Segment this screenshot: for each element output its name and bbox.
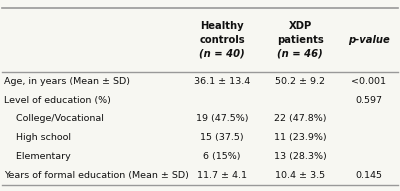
Text: 0.597: 0.597 [356,96,382,104]
Text: (n = 40): (n = 40) [199,48,245,58]
Text: Healthy: Healthy [200,21,244,31]
Text: 10.4 ± 3.5: 10.4 ± 3.5 [275,171,325,180]
Text: 19 (47.5%): 19 (47.5%) [196,114,248,123]
Text: 13 (28.3%): 13 (28.3%) [274,152,326,161]
Text: 50.2 ± 9.2: 50.2 ± 9.2 [275,77,325,86]
Text: patients: patients [277,35,323,45]
Text: 15 (37.5): 15 (37.5) [200,133,244,142]
Text: p-value: p-value [348,35,390,45]
Text: Years of formal education (Mean ± SD): Years of formal education (Mean ± SD) [4,171,189,180]
Text: 22 (47.8%): 22 (47.8%) [274,114,326,123]
Text: 11.7 ± 4.1: 11.7 ± 4.1 [197,171,247,180]
Text: Elementary: Elementary [4,152,71,161]
Text: controls: controls [199,35,245,45]
Text: 6 (15%): 6 (15%) [203,152,241,161]
Text: College/Vocational: College/Vocational [4,114,104,123]
Text: 11 (23.9%): 11 (23.9%) [274,133,326,142]
Text: High school: High school [4,133,71,142]
Text: 36.1 ± 13.4: 36.1 ± 13.4 [194,77,250,86]
Text: <0.001: <0.001 [352,77,386,86]
Text: Age, in years (Mean ± SD): Age, in years (Mean ± SD) [4,77,130,86]
Text: 0.145: 0.145 [356,171,382,180]
Text: Level of education (%): Level of education (%) [4,96,111,104]
Text: XDP: XDP [288,21,312,31]
Text: (n = 46): (n = 46) [277,48,323,58]
